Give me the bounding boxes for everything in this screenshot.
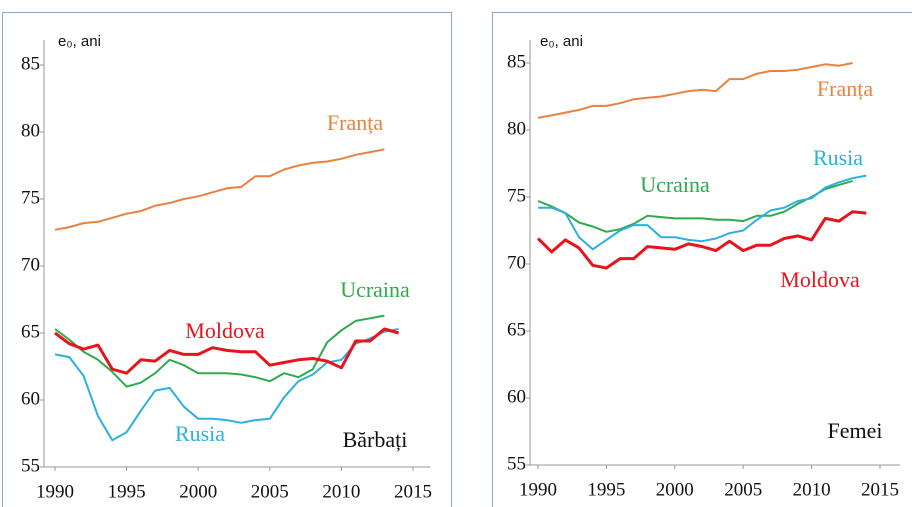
series-label: Rusia (813, 145, 863, 170)
y-tick-label: 60 (21, 388, 40, 409)
y-tick-label: 70 (21, 254, 40, 275)
series-label: Franța (817, 76, 873, 101)
annotation: Bărbați (343, 427, 408, 452)
series-line (54, 148, 385, 231)
series-label: Rusia (175, 421, 225, 446)
y-tick-label: 75 (507, 185, 526, 206)
x-tick-label: 2015 (394, 481, 432, 502)
series-label: Moldova (185, 318, 265, 343)
x-tick-label: 1995 (587, 479, 625, 500)
y-axis-label: e₀, ani (540, 33, 583, 50)
x-tick-label: 2015 (861, 479, 899, 500)
x-tick-label: 1990 (519, 479, 557, 500)
series-line (54, 328, 399, 442)
x-tick-label: 2010 (793, 479, 831, 500)
y-tick-label: 55 (21, 455, 40, 476)
y-tick-label: 80 (507, 118, 526, 139)
x-tick-label: 2005 (251, 481, 289, 502)
y-tick-label: 75 (21, 187, 40, 208)
series-line (54, 314, 385, 388)
series-label: Ucraina (640, 172, 710, 197)
x-tick-label: 2000 (656, 479, 694, 500)
series-line (537, 62, 853, 119)
panel-frame (492, 12, 912, 507)
y-axis-label: e₀, ani (58, 33, 101, 50)
y-tick-label: 55 (507, 453, 526, 474)
series-line (537, 179, 853, 233)
x-tick-label: 2005 (724, 479, 762, 500)
x-tick-label: 2000 (179, 481, 217, 502)
y-tick-label: 65 (21, 321, 40, 342)
series-label: Franța (327, 110, 383, 135)
annotation: Femei (828, 418, 883, 443)
series-line (536, 210, 867, 270)
y-tick-label: 85 (21, 53, 40, 74)
y-tick-label: 70 (507, 252, 526, 273)
series-label: Ucraina (340, 277, 410, 302)
series-line (538, 174, 867, 251)
x-tick-label: 1990 (36, 481, 74, 502)
y-tick-label: 60 (507, 386, 526, 407)
series-label: Moldova (780, 267, 860, 292)
y-tick-label: 65 (507, 319, 526, 340)
x-tick-label: 1995 (108, 481, 146, 502)
series-line (54, 327, 400, 375)
panel-frame (2, 12, 452, 507)
y-tick-label: 80 (21, 120, 40, 141)
y-tick-label: 85 (507, 51, 526, 72)
x-tick-label: 2010 (322, 481, 360, 502)
